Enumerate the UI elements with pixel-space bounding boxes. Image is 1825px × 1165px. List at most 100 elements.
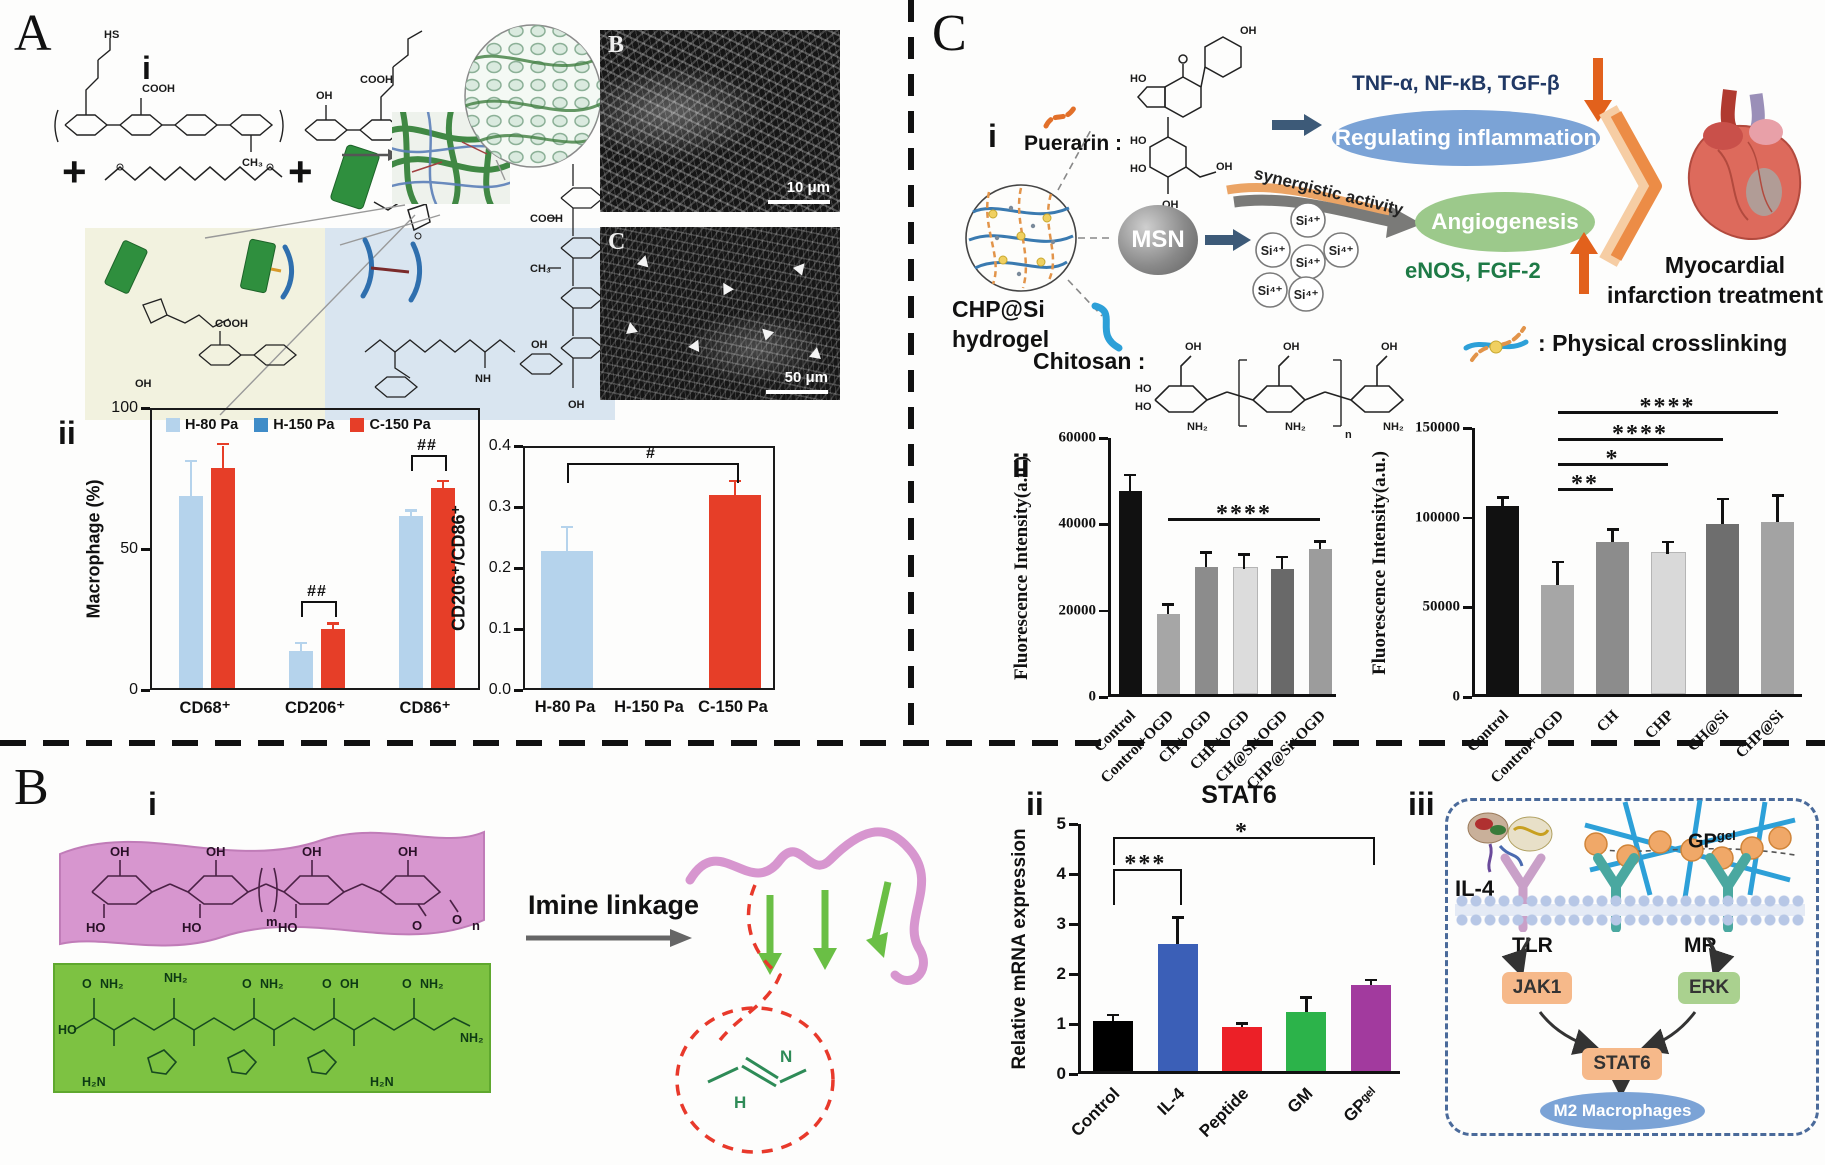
x-axis-label: CD68⁺ — [179, 699, 231, 717]
sem-image-c: C 50 μm — [600, 227, 840, 400]
atom-label: NH₂ — [1285, 421, 1306, 433]
panel-b-i-label: i — [148, 786, 157, 822]
y-tick-label: 0 — [1088, 688, 1097, 705]
y-tick-mark — [514, 506, 523, 509]
atom-label: OH — [568, 399, 585, 411]
heart-illustration — [1687, 89, 1802, 241]
subscript-n: n — [1345, 429, 1352, 441]
atom-label: COOH — [530, 213, 563, 225]
arrow-right-icon — [1205, 229, 1251, 251]
chart-stat6: *** * Relative mRNA expression STAT6 0 1 2 3 4 5 C… — [1009, 781, 1400, 1141]
panel-b-label: B — [14, 759, 49, 816]
y-tick-label: 20000 — [1058, 602, 1097, 619]
y-tick-mark — [141, 548, 150, 551]
data-bar — [179, 496, 203, 688]
sem-b-scale-bar — [768, 200, 830, 204]
chart-title: STAT6 — [1201, 781, 1277, 809]
chart-plot: **** — [1078, 819, 1400, 1074]
error-bar — [441, 482, 445, 488]
il4-protein-icon — [1467, 812, 1553, 873]
legend-swatch — [166, 418, 180, 432]
data-bar — [1350, 984, 1391, 1071]
atom-label: HO — [86, 920, 106, 935]
error-bar — [1176, 918, 1179, 944]
thioether-linkage-structure: COOH OH — [104, 238, 298, 390]
significance-label: * — [1235, 818, 1249, 845]
y-tick-label: 0.3 — [488, 498, 511, 515]
error-bar-cap — [327, 622, 339, 625]
chitosan-label: Chitosan : — [1033, 348, 1146, 374]
panel-a-label: A — [14, 5, 52, 62]
error-bar-cap — [1364, 978, 1377, 981]
hyaluronic-chain-structure: COOH HS CH₃ — [54, 30, 284, 169]
physical-crosslinking-label: : Physical crosslinking — [1538, 330, 1788, 356]
atom-label: OH — [135, 378, 152, 390]
error-bar — [565, 528, 569, 551]
sem-image-b-letter: B — [608, 32, 625, 58]
atom-label: NH — [475, 373, 491, 385]
atom-label: NH₂ — [420, 977, 444, 991]
error-bar-cap — [1716, 497, 1729, 501]
error-bar-cap — [1496, 496, 1509, 499]
legend-label: C-150 Pa — [369, 417, 431, 433]
x-axis-label: CD86⁺ — [399, 699, 451, 717]
atom-label: O — [402, 977, 412, 991]
data-bar — [1232, 566, 1258, 694]
data-bar — [1093, 1021, 1134, 1071]
error-bar — [409, 511, 413, 516]
error-bar-cap — [295, 641, 307, 645]
sem-arrowhead-icon — [757, 324, 775, 341]
peg-diacrylate-structure — [104, 163, 283, 181]
y-tick-mark — [1069, 1073, 1078, 1076]
x-axis-label: H-80 Pa — [534, 698, 596, 716]
y-tick-label: 100000 — [1415, 509, 1460, 526]
y-tick-mark — [1069, 873, 1078, 876]
significance-label: ** — [1571, 471, 1599, 498]
sem-arrowhead-icon — [718, 279, 734, 296]
x-axis-label: H-150 Pa — [614, 698, 684, 716]
atom-label: COOH — [360, 74, 393, 86]
error-bar — [1369, 981, 1373, 985]
data-bar — [1118, 491, 1142, 694]
atom-label: OH — [1240, 25, 1257, 37]
m2-macrophages-node: M2 Macrophages — [1540, 1092, 1705, 1130]
sem-arrowhead-icon — [636, 253, 652, 268]
jak1-node: JAK1 — [1502, 972, 1572, 1004]
error-bar-cap — [217, 442, 229, 446]
data-bar — [1761, 521, 1794, 694]
error-bar — [1666, 543, 1669, 555]
subscript-n: n — [472, 918, 480, 933]
significance-bracket — [567, 463, 739, 484]
significance-label: **** — [1612, 421, 1668, 448]
panel-a-i-label: i — [142, 50, 151, 86]
significance-bracket — [1113, 836, 1375, 865]
y-tick-mark — [1099, 523, 1108, 526]
atom-label: OH — [398, 844, 418, 859]
atom-label: NH₂ — [460, 1031, 484, 1045]
atom-label: NH₂ — [164, 971, 188, 985]
msn-label: MSN — [1131, 226, 1185, 253]
y-tick-label: 50000 — [1422, 598, 1461, 615]
significance-line — [1557, 411, 1778, 415]
sem-image-b: B 10 μm — [600, 30, 840, 212]
si-ion-label: Si⁴⁺ — [1296, 256, 1321, 270]
x-axis-label: C-150 Pa — [698, 698, 768, 716]
sem-c-scale-bar — [766, 390, 828, 394]
data-bar — [1541, 584, 1574, 694]
y-tick-label: 5 — [1056, 814, 1066, 833]
y-tick-label: 0 — [1056, 1064, 1066, 1083]
error-bar — [221, 445, 225, 469]
error-bar — [1318, 542, 1322, 550]
physical-crosslinking-icon — [1463, 326, 1529, 362]
atom-label: NH₂ — [100, 977, 124, 991]
chpsi-label-line2: hydrogel — [952, 326, 1050, 352]
data-bar — [211, 468, 235, 688]
atom-label: NH₂ — [260, 977, 284, 991]
y-tick-mark — [1463, 427, 1472, 430]
y-tick-label: 100 — [111, 399, 138, 416]
data-bar — [541, 550, 593, 688]
error-bar-cap — [1107, 1013, 1120, 1016]
error-bar-cap — [1238, 553, 1250, 556]
imine-h-label: H — [734, 1093, 746, 1112]
y-tick-label: 50 — [120, 540, 138, 557]
